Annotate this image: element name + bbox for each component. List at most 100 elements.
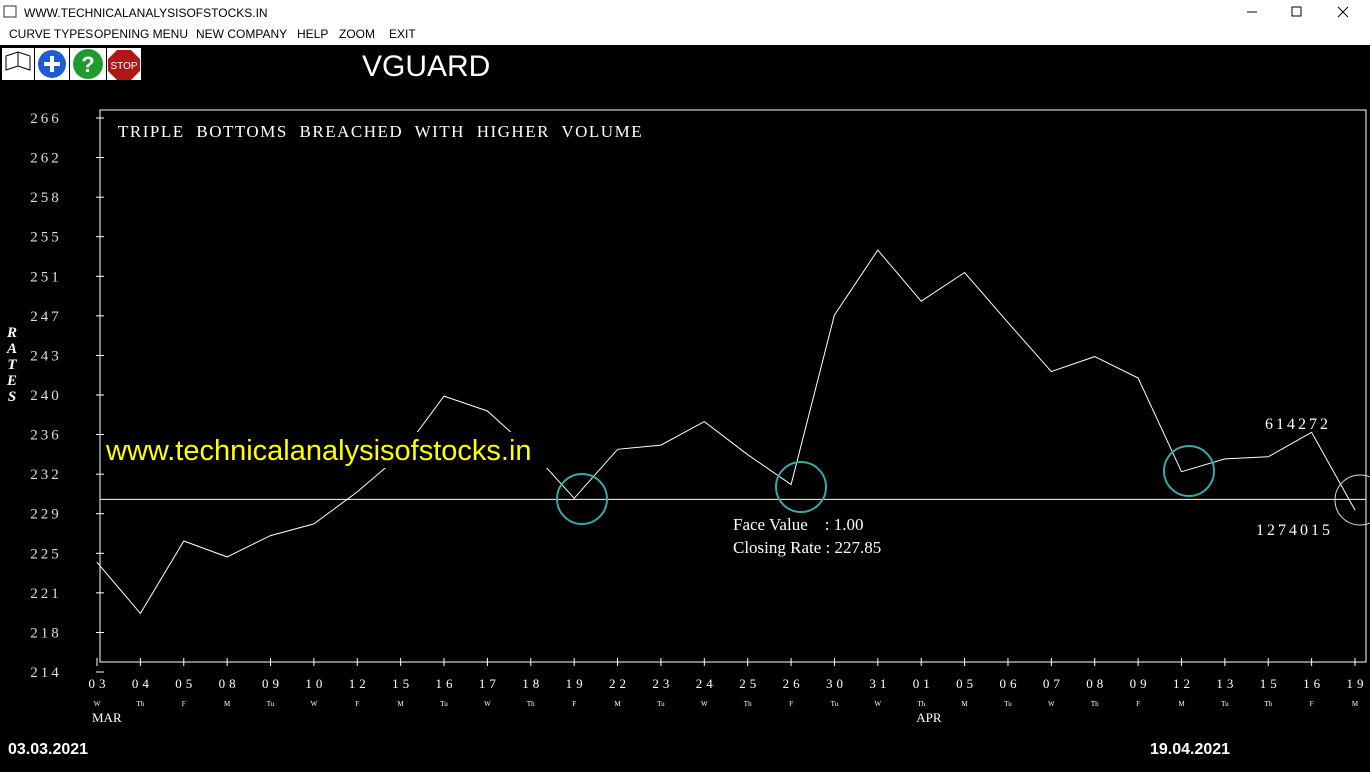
weekday-label: W: [701, 700, 708, 708]
weekday-label: M: [961, 700, 968, 708]
x-tick-label: 30: [826, 676, 847, 691]
start-date: 03.03.2021: [8, 741, 88, 758]
x-tick-label: 07: [1043, 676, 1064, 691]
weekday-label: W: [875, 700, 882, 708]
x-tick-label: 10: [305, 676, 326, 691]
x-tick-label: 19: [566, 676, 587, 691]
weekday-label: Tu: [657, 700, 665, 708]
close-button[interactable]: [1337, 6, 1349, 18]
weekday-label: Th: [136, 700, 144, 708]
y-tick-label: 255: [30, 230, 62, 246]
end-date: 19.04.2021: [1150, 741, 1230, 758]
window-chrome: [0, 0, 1370, 45]
month-label: APR: [916, 710, 942, 725]
help-icon: [73, 49, 103, 79]
x-tick-label: 23: [652, 676, 673, 691]
y-tick-label: 229: [30, 507, 62, 523]
y-tick-label: 247: [30, 309, 62, 325]
volume-label: 614272: [1265, 416, 1331, 433]
weekday-label: W: [311, 700, 318, 708]
menu-item[interactable]: OPENING MENU: [94, 27, 188, 41]
x-tick-label: 15: [1260, 676, 1281, 691]
x-tick-label: 09: [262, 676, 283, 691]
x-tick-label: 09: [1130, 676, 1151, 691]
x-tick-label: 19: [1347, 676, 1368, 691]
y-tick-label: 266: [30, 111, 62, 127]
weekday-label: F: [1136, 700, 1140, 708]
weekday-label: M: [614, 700, 621, 708]
closing-rate: Closing Rate : 227.85: [733, 538, 881, 557]
face-value: Face Value : 1.00: [733, 515, 863, 534]
y-tick-label: 236: [30, 428, 62, 444]
weekday-label: F: [1310, 700, 1314, 708]
month-label: MAR: [92, 710, 122, 725]
weekday-label: F: [789, 700, 793, 708]
weekday-label: F: [182, 700, 186, 708]
window-title: WWW.TECHNICALANALYSISOFSTOCKS.IN: [24, 6, 268, 20]
x-tick-label: 03: [89, 676, 110, 691]
x-tick-label: 22: [609, 676, 630, 691]
weekday-label: Th: [527, 700, 535, 708]
workspace: [0, 45, 1370, 772]
weekday-label: Th: [744, 700, 752, 708]
book-icon: [5, 51, 31, 71]
x-tick-label: 01: [913, 676, 934, 691]
y-tick-label: 218: [30, 625, 62, 641]
weekday-label: M: [224, 700, 231, 708]
weekday-label: Th: [917, 700, 925, 708]
x-tick-label: 06: [999, 676, 1020, 691]
pattern-annotation: TRIPLE BOTTOMS BREACHED WITH HIGHER VOLU…: [118, 122, 643, 141]
x-tick-label: 08: [219, 676, 240, 691]
plot-frame: [99, 109, 1367, 663]
y-tick-label: 251: [30, 269, 62, 285]
x-tick-label: 25: [739, 676, 760, 691]
volume-label: 1274015: [1256, 522, 1333, 539]
menu-item[interactable]: NEW COMPANY: [196, 27, 287, 41]
x-tick-label: 24: [696, 676, 717, 691]
x-tick-label: 17: [479, 676, 500, 691]
x-tick-label: 16: [1303, 676, 1324, 691]
menu-item[interactable]: HELP: [297, 27, 328, 41]
weekday-label: Tu: [1004, 700, 1012, 708]
weekday-label: Th: [1091, 700, 1099, 708]
menu-item[interactable]: ZOOM: [339, 27, 375, 41]
x-tick-label: 05: [175, 676, 196, 691]
weekday-label: W: [1048, 700, 1055, 708]
y-tick-label: 221: [30, 586, 62, 602]
weekday-label: F: [355, 700, 359, 708]
stop-label: STOP: [110, 61, 137, 72]
breach-highlight: [1334, 474, 1370, 526]
weekday-label: M: [398, 700, 405, 708]
x-tick-label: 16: [436, 676, 457, 691]
price-line: [96, 249, 1356, 615]
y-tick-label: 243: [30, 348, 62, 364]
bottom-highlight: [556, 473, 608, 525]
x-tick-label: 18: [522, 676, 543, 691]
y-tick-label: 240: [30, 388, 62, 404]
maximize-button[interactable]: [1291, 6, 1302, 17]
stop-icon: [108, 50, 140, 80]
weekday-label: Tu: [440, 700, 448, 708]
watermark: www.technicalanalysisofstocks.in: [105, 435, 532, 467]
y-tick-label: 214: [30, 665, 62, 681]
x-tick-label: 04: [132, 676, 153, 691]
x-tick-label: 08: [1086, 676, 1107, 691]
weekday-label: Tu: [831, 700, 839, 708]
bottom-highlight: [1163, 445, 1215, 497]
x-tick-label: 05: [956, 676, 977, 691]
weekday-label: W: [94, 700, 101, 708]
y-tick-label: 232: [30, 467, 62, 483]
y-tick-label: 225: [30, 546, 62, 562]
menu-item[interactable]: CURVE TYPES: [9, 27, 93, 41]
weekday-label: F: [572, 700, 576, 708]
x-tick-label: 12: [349, 676, 370, 691]
x-tick-label: 13: [1216, 676, 1237, 691]
menu-item[interactable]: EXIT: [389, 27, 416, 41]
app-icon: [3, 5, 17, 18]
symbol-title: VGUARD: [362, 50, 490, 83]
weekday-label: Th: [1264, 700, 1272, 708]
x-tick-label: 12: [1173, 676, 1194, 691]
x-tick-label: 15: [392, 676, 413, 691]
